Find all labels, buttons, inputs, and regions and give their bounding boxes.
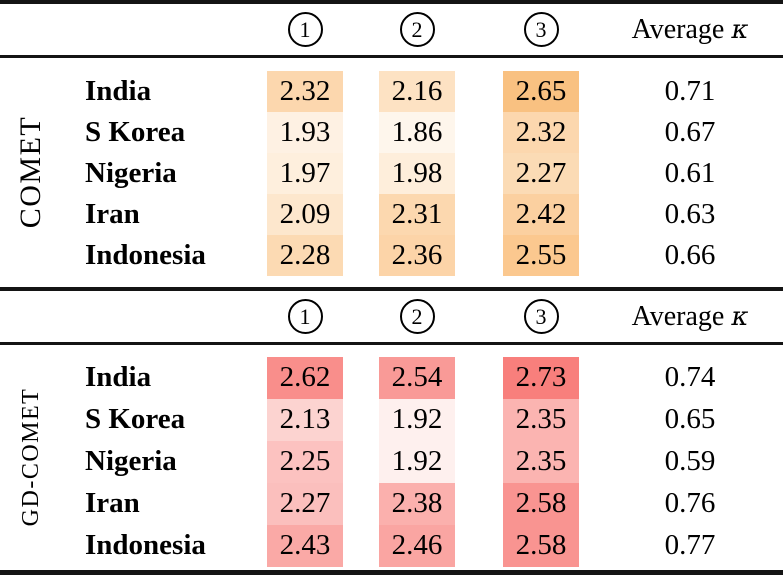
kappa-value: 0.63: [664, 197, 716, 230]
top-rule: [0, 0, 783, 4]
heatmap-cell: 2.55: [503, 234, 579, 276]
table-row: Iran 2.27 2.38 2.58 0.76: [0, 482, 783, 525]
heatmap-cell: 1.97: [267, 152, 343, 194]
header-row-comet: 1 2 3 Average κ: [0, 4, 783, 55]
kappa-symbol: κ: [731, 301, 749, 332]
country-label: India: [85, 74, 152, 107]
kappa-value: 0.74: [664, 361, 716, 393]
circled-3-icon: 3: [523, 12, 559, 47]
kappa-value: 0.61: [664, 156, 716, 189]
circled-2-icon: 2: [399, 12, 435, 47]
country-label: India: [85, 361, 152, 393]
country-label: Indonesia: [85, 529, 206, 561]
heatmap-cell: 2.31: [379, 193, 455, 235]
heatmap-cell: 2.13: [267, 398, 343, 441]
table-row: Indonesia 2.28 2.36 2.55 0.66: [0, 234, 783, 276]
table-row: Nigeria 1.97 1.98 2.27 0.61: [0, 152, 783, 194]
country-label: Iran: [85, 197, 140, 230]
heatmap-cell: 2.58: [503, 482, 579, 525]
heatmap-cell: 2.25: [267, 440, 343, 483]
circled-1-icon: 1: [287, 299, 323, 334]
heatmap-cell: 2.36: [379, 234, 455, 276]
heatmap-cell: 2.54: [379, 356, 455, 399]
header-row-gd-comet: 1 2 3 Average κ: [0, 291, 783, 342]
header-rule: [0, 342, 783, 345]
heatmap-cell: 2.27: [503, 152, 579, 194]
section-divider-rule: [0, 286, 783, 291]
comet-section: COMET India 2.32 2.16 2.65 0.71 S Korea …: [0, 58, 783, 287]
bottom-rule: [0, 569, 783, 575]
heatmap-cell: 2.38: [379, 482, 455, 525]
col-header-1: 1: [267, 299, 343, 334]
country-label: Indonesia: [85, 238, 206, 271]
kappa-value: 0.76: [664, 487, 716, 519]
table-row: S Korea 1.93 1.86 2.32 0.67: [0, 111, 783, 153]
kappa-value: 0.59: [664, 445, 716, 477]
gd-comet-section: GD-COMET India 2.62 2.54 2.73 0.74 S Kor…: [0, 345, 783, 570]
heatmap-cell: 2.28: [267, 234, 343, 276]
heatmap-cell: 2.42: [503, 193, 579, 235]
heatmap-cell: 1.86: [379, 111, 455, 153]
table-row: Indonesia 2.43 2.46 2.58 0.77: [0, 524, 783, 567]
country-label: S Korea: [85, 115, 186, 148]
heatmap-cell: 2.35: [503, 440, 579, 483]
kappa-value: 0.77: [664, 529, 716, 561]
heatmap-cell: 1.93: [267, 111, 343, 153]
country-label: S Korea: [85, 403, 186, 435]
heatmap-cell: 2.65: [503, 70, 579, 112]
col-header-1: 1: [267, 12, 343, 47]
heatmap-cell: 2.73: [503, 356, 579, 399]
kappa-value: 0.65: [664, 403, 716, 435]
heatmap-cell: 2.32: [267, 70, 343, 112]
country-label: Nigeria: [85, 156, 177, 189]
heatmap-cell: 2.16: [379, 70, 455, 112]
kappa-symbol: κ: [731, 14, 749, 45]
col-header-3: 3: [503, 12, 579, 47]
kappa-value: 0.66: [664, 238, 716, 271]
heatmap-cell: 1.98: [379, 152, 455, 194]
table-row: Iran 2.09 2.31 2.42 0.63: [0, 193, 783, 235]
table-row: India 2.62 2.54 2.73 0.74: [0, 356, 783, 399]
kappa-value: 0.67: [664, 115, 716, 148]
heatmap-cell: 1.92: [379, 398, 455, 441]
average-word: Average: [631, 300, 725, 332]
circled-1-icon: 1: [287, 12, 323, 47]
country-label: Iran: [85, 487, 140, 519]
heatmap-cell: 2.58: [503, 524, 579, 567]
comet-section-label: COMET: [14, 115, 47, 229]
heatmap-cell: 2.09: [267, 193, 343, 235]
circled-2-icon: 2: [399, 299, 435, 334]
heatmap-cell: 2.32: [503, 111, 579, 153]
kappa-value: 0.71: [664, 74, 716, 107]
table-row: Nigeria 2.25 1.92 2.35 0.59: [0, 440, 783, 483]
table-row: India 2.32 2.16 2.65 0.71: [0, 70, 783, 112]
heatmap-cell: 2.43: [267, 524, 343, 567]
gd-comet-section-label: GD-COMET: [18, 387, 44, 527]
heatmap-cell: 1.92: [379, 440, 455, 483]
country-label: Nigeria: [85, 445, 177, 477]
circled-3-icon: 3: [523, 299, 559, 334]
average-kappa-header: Average κ: [579, 14, 783, 46]
heatmap-cell: 2.27: [267, 482, 343, 525]
col-header-2: 2: [379, 12, 455, 47]
col-header-3: 3: [503, 299, 579, 334]
average-word: Average: [631, 13, 725, 45]
header-rule: [0, 55, 783, 58]
heatmap-cell: 2.46: [379, 524, 455, 567]
heatmap-cell: 2.35: [503, 398, 579, 441]
heatmap-cell: 2.62: [267, 356, 343, 399]
table-row: S Korea 2.13 1.92 2.35 0.65: [0, 398, 783, 441]
col-header-2: 2: [379, 299, 455, 334]
average-kappa-header: Average κ: [579, 301, 783, 333]
